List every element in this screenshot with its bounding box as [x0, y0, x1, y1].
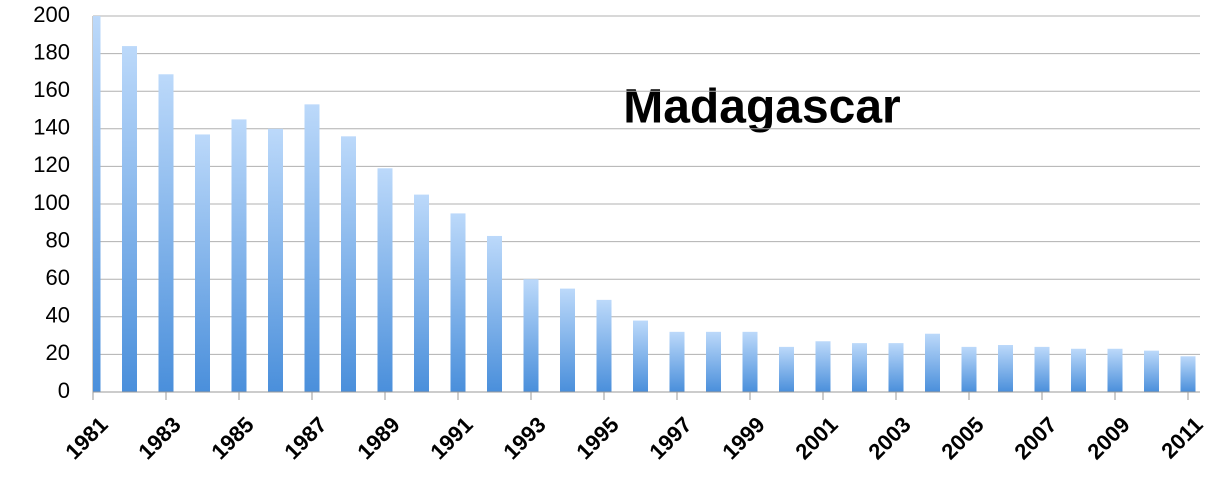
x-tick-label: 1981 [60, 412, 112, 464]
x-tick-label: 1993 [498, 412, 550, 464]
bar [852, 343, 867, 392]
y-tick-label: 0 [58, 378, 70, 403]
y-tick-label: 120 [33, 152, 70, 177]
bar [414, 194, 429, 392]
x-tick-label: 1999 [717, 412, 769, 464]
bar [487, 235, 502, 392]
bar [669, 331, 685, 392]
x-tick-label: 1995 [571, 412, 623, 464]
bars [93, 16, 1196, 393]
bar [742, 331, 758, 392]
x-tick-label: 2003 [863, 412, 915, 464]
bar [815, 341, 831, 392]
bar [195, 134, 210, 392]
bar [1180, 356, 1196, 392]
bar [523, 279, 539, 392]
x-tick-label: 1989 [352, 412, 404, 464]
bar [450, 213, 466, 392]
bar [268, 128, 283, 393]
x-tick-label: 1991 [425, 412, 477, 464]
bar [93, 16, 101, 392]
y-tick-label: 100 [33, 190, 70, 215]
y-tick-label: 80 [46, 227, 70, 252]
y-tick-label: 160 [33, 77, 70, 102]
x-tick-label: 2001 [790, 412, 842, 464]
x-tick-label: 1987 [279, 412, 331, 464]
x-tick-label: 1983 [133, 412, 185, 464]
y-tick-label: 200 [33, 2, 70, 27]
x-tick-label: 1985 [206, 412, 258, 464]
x-tick-label: 2005 [936, 412, 988, 464]
bar [158, 74, 174, 392]
bar [560, 288, 575, 392]
y-tick-label: 40 [46, 303, 70, 328]
bar [1071, 348, 1086, 392]
bar [888, 343, 904, 392]
y-tick-label: 60 [46, 265, 70, 290]
bar [1144, 350, 1159, 392]
y-tick-label: 140 [33, 115, 70, 140]
x-tick-label: 2009 [1082, 412, 1134, 464]
bar [1034, 346, 1050, 392]
bar [706, 331, 721, 392]
bar [596, 299, 612, 392]
bar [304, 104, 320, 393]
bar [1107, 348, 1123, 392]
bar [633, 320, 648, 392]
x-tick-label: 1997 [644, 412, 696, 464]
x-tick-label: 2007 [1009, 412, 1061, 464]
y-tick-label: 180 [33, 39, 70, 64]
chart-title: Madagascar [623, 81, 900, 134]
bar [779, 346, 794, 392]
bar [998, 345, 1013, 392]
bar [377, 168, 393, 392]
bar [341, 136, 356, 392]
y-tick-label: 20 [46, 340, 70, 365]
bar [961, 346, 977, 392]
bar [122, 46, 137, 393]
bar [925, 333, 940, 392]
bar [231, 119, 247, 393]
x-tick-label: 2011 [1156, 412, 1207, 463]
